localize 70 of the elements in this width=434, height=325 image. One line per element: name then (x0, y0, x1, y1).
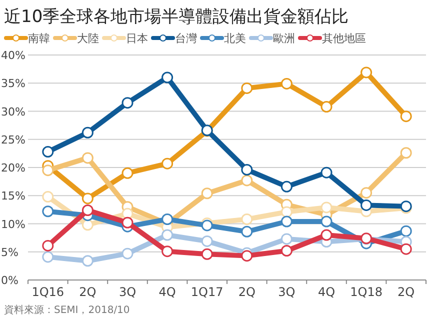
ytick: 5% (1, 246, 18, 259)
point (122, 97, 134, 109)
point (201, 248, 213, 260)
point (320, 101, 332, 112)
ytick: 15% (1, 190, 26, 203)
ytick: 40% (1, 49, 26, 62)
point (42, 251, 54, 263)
point (400, 225, 412, 237)
point (122, 248, 134, 260)
point (162, 72, 174, 84)
xtick: 1Q18 (350, 285, 382, 299)
point (320, 202, 332, 214)
point (82, 255, 94, 267)
point (82, 152, 94, 164)
xtick: 2Q (398, 285, 415, 299)
point (241, 214, 253, 225)
point (42, 240, 54, 252)
point (82, 219, 94, 231)
xtick: 2Q (238, 285, 256, 299)
point (241, 82, 253, 94)
xtick: 2Q (79, 285, 96, 299)
point (122, 167, 134, 179)
xtick: 3Q (278, 285, 296, 299)
point (82, 126, 94, 138)
point (400, 110, 412, 122)
point (42, 191, 54, 202)
ytick: 35% (1, 77, 26, 90)
point (162, 246, 174, 258)
point (360, 199, 372, 211)
xtick: 4Q (158, 285, 176, 299)
point (280, 245, 292, 256)
ytick: 30% (1, 105, 26, 118)
point (241, 174, 253, 186)
point (280, 233, 292, 245)
point (201, 188, 213, 200)
title: 近10季全球各地市場半導體設備出貨金額佔比 (4, 7, 349, 27)
xtick: 3Q (118, 285, 136, 299)
point (201, 235, 213, 247)
point (241, 250, 253, 262)
point (280, 78, 292, 90)
annotation: 資料來源：SEMI，2018/10 (4, 305, 130, 316)
ytick: 0% (1, 274, 18, 287)
point (42, 146, 54, 158)
point (400, 147, 412, 159)
point (162, 229, 174, 241)
point (400, 243, 412, 255)
xtick: 1Q17 (190, 285, 224, 299)
point (241, 164, 253, 176)
ytick: 20% (1, 162, 26, 174)
point (42, 206, 54, 218)
xtick: 4Q (318, 285, 336, 299)
point (241, 226, 253, 238)
point (320, 216, 332, 228)
point (280, 216, 292, 228)
point (360, 66, 372, 78)
xtick: 1Q16 (32, 285, 64, 299)
point (162, 158, 174, 170)
point (280, 206, 292, 218)
point (82, 204, 94, 216)
ytick: 10% (1, 218, 26, 231)
point (162, 214, 174, 225)
point (360, 187, 372, 199)
point (42, 164, 54, 176)
point (122, 216, 134, 228)
point (82, 192, 94, 204)
ytick: 25% (1, 133, 26, 146)
point (201, 220, 213, 232)
point (320, 166, 332, 178)
point (280, 180, 292, 192)
point (320, 229, 332, 241)
